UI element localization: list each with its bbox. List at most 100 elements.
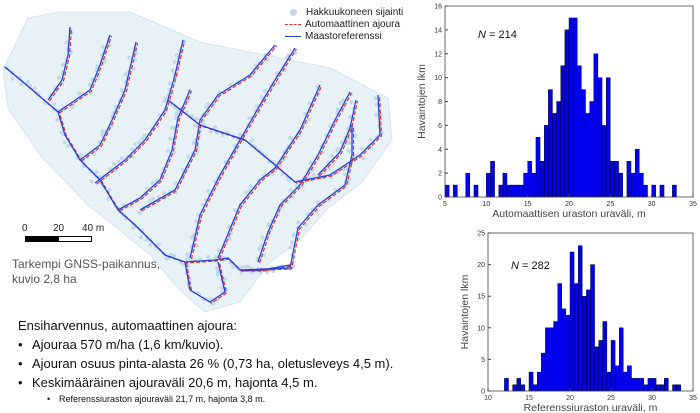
harvester-position-dot [60,63,65,68]
histogram-bar [626,160,632,198]
harvester-position-dot [174,111,179,116]
harvester-position-dot [259,243,264,248]
y-tick-label: 25 [477,231,485,238]
harvester-position-dot [361,156,366,161]
harvester-position-dot [306,117,311,122]
field-reference-roads [4,26,381,303]
reference-road-segment [4,66,291,271]
stand-area [2,11,393,313]
harvester-position-dot [89,179,94,184]
histogram-bar [610,160,615,198]
histogram-bar [581,89,586,198]
harvester-position-dot [359,146,364,151]
histogram-bar [541,352,546,392]
harvester-position-dot [336,155,341,160]
x-tick-label: 15 [524,201,532,208]
histogram-bar [498,184,504,198]
histogram-bar [528,371,534,392]
histogram-bar [582,295,587,392]
harvester-position-dot [123,72,128,77]
summary-bullet-1: Ajouraa 570 m/ha (1,6 km/kuvio). [32,337,224,352]
histogram-bar [614,365,620,392]
harvester-position-dot [288,187,293,192]
histogram-bar [659,184,665,198]
y-tick-label: 8 [438,99,442,106]
harvester-position-dot [119,87,124,92]
harvester-position-dot [167,81,172,86]
harvester-position-dot [262,88,267,93]
harvester-position-dot [131,66,136,71]
harvester-position-dot [77,91,82,96]
x-tick-label: 35 [689,395,697,402]
y-tick-label: 0 [481,389,485,396]
histogram-bar [634,149,640,198]
y-tick-label: 14 [434,27,442,34]
histogram-bar [569,251,575,392]
histogram-bar [504,378,509,392]
harvester-position-dot [112,161,117,166]
legend-item-field-reference: Maastoreferenssi [285,31,382,42]
reference-road-segment [57,34,111,113]
harvester-position-dot [150,196,155,201]
harvester-position-dot [139,235,144,240]
histogram-bar [623,371,628,392]
x-tick-label: 10 [484,395,492,402]
harvester-position-dot [374,112,379,117]
histogram-bar [585,113,590,198]
harvester-position-dot [148,243,153,248]
harvester-position-dot [311,172,316,177]
harvester-position-dot [215,269,220,274]
x-tick-label: 35 [689,201,697,208]
harvester-position-dot [349,100,354,105]
harvester-position-dot [291,232,296,237]
histogram-bar [672,384,677,392]
histogram-bar [601,125,607,198]
scale-label-40: 40 m [82,223,105,234]
harvester-position-dot [189,235,194,240]
harvester-position-dot [287,136,292,141]
histogram-bar [444,184,450,198]
harvest-map [2,11,393,313]
harvester-position-dot [172,253,177,258]
harvester-position-dot [95,76,100,81]
reference-road-segment [167,94,381,183]
histogram-bar [639,172,644,198]
harvester-position-dot [247,116,252,121]
reference-road-segment [217,84,321,259]
harvester-position-dot [257,246,262,251]
y-tick-label: 20 [477,262,485,269]
harvester-position-dot [206,254,211,259]
harvester-position-dot [245,264,250,269]
harvester-position-dot [286,177,291,182]
histogram-bar [486,172,491,198]
histogram-bar [564,29,570,198]
histogram-bar [453,184,458,198]
harvester-position-dot [25,80,30,85]
histogram-bar [520,384,526,392]
harvester-position-dot [346,148,351,153]
histogram-bar [506,184,512,198]
automatic-road-segment [241,126,355,272]
harvester-position-dot [208,296,213,301]
automatic-road-segment [119,90,193,212]
histogram-bar [553,321,558,392]
histogram-bar [577,65,582,198]
harvester-position-dot [307,101,312,106]
reference-road-segment [239,125,353,271]
harvester-position-dot [52,101,57,106]
bullet-icon: • [18,337,23,352]
reference-road-segment [139,44,276,211]
harvester-position-dot [335,107,340,112]
harvester-position-dot [57,75,62,80]
automatic-road-segment [319,100,359,177]
histogram-bar [590,264,595,392]
histogram-bar [631,378,636,392]
harvester-position-dot [142,133,147,138]
histogram-bar [527,160,532,198]
histogram-bar [545,327,550,392]
histogram-bar [593,53,599,198]
harvester-position-dot [161,191,166,196]
y-tick-label: 5 [481,357,485,364]
histogram-bar [490,160,495,198]
y-axis-label: Havaintojen lkm [459,274,471,349]
